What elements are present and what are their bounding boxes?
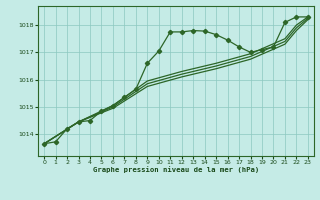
X-axis label: Graphe pression niveau de la mer (hPa): Graphe pression niveau de la mer (hPa) — [93, 167, 259, 173]
